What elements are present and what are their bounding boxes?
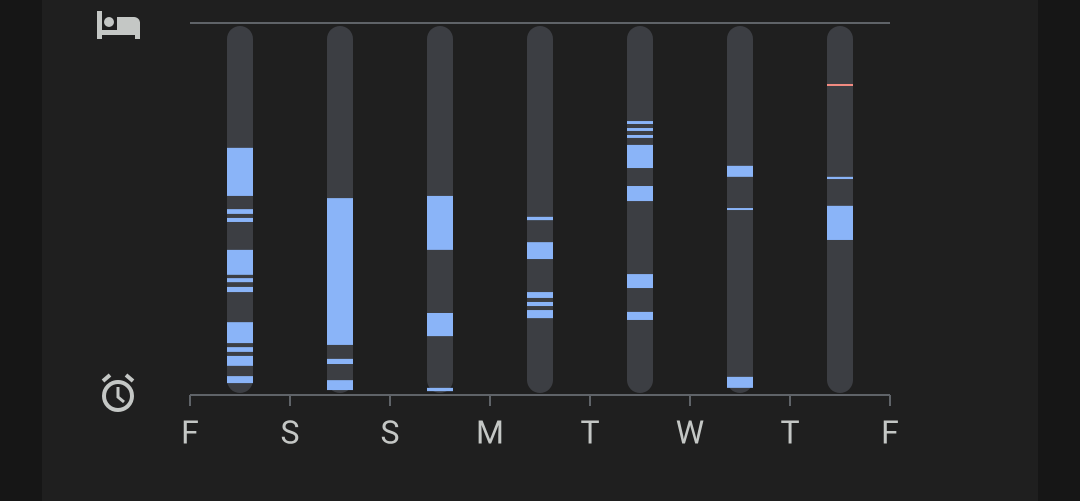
- awake-segment: [427, 312, 453, 337]
- awake-segment: [527, 216, 553, 221]
- awake-segment: [727, 165, 753, 177]
- awake-segment: [827, 205, 853, 240]
- awake-segment: [627, 274, 653, 289]
- x-tick-label: F: [881, 413, 899, 451]
- x-tick-label: S: [281, 413, 300, 451]
- awake-segment: [627, 134, 653, 138]
- awake-segment: [627, 311, 653, 320]
- awake-segment: [327, 358, 353, 365]
- awake-segment: [627, 186, 653, 202]
- awake-segment: [627, 144, 653, 169]
- awake-segment: [227, 249, 253, 275]
- awake-segment: [227, 278, 253, 283]
- awake-segment: [627, 128, 653, 131]
- awake-segment: [227, 217, 253, 222]
- awake-segment: [527, 301, 553, 307]
- awake-segment: [327, 198, 353, 345]
- awake-segment: [427, 387, 453, 392]
- awake-segment: [427, 195, 453, 250]
- x-tick-label: F: [181, 413, 199, 451]
- awake-segment: [527, 292, 553, 298]
- awake-segment: [727, 208, 753, 211]
- night-track: [527, 26, 553, 393]
- awake-segment: [327, 380, 353, 391]
- awake-segment: [227, 147, 253, 196]
- awake-segment: [227, 209, 253, 214]
- alarm-icon: [101, 373, 135, 412]
- awake-segment: [227, 286, 253, 293]
- bed-icon: [97, 11, 140, 39]
- awake-segment: [527, 310, 553, 319]
- awake-segment: [527, 242, 553, 260]
- x-tick-label: T: [780, 413, 799, 451]
- x-tick-label: M: [476, 413, 504, 451]
- x-tick-label: T: [580, 413, 599, 451]
- awake-segment: [627, 121, 653, 124]
- awake-segment: [227, 347, 253, 352]
- x-tick-label: W: [676, 413, 704, 451]
- alert-segment: [827, 83, 853, 86]
- awake-segment: [227, 355, 253, 366]
- awake-segment: [827, 176, 853, 180]
- awake-segment: [227, 376, 253, 384]
- awake-segment: [227, 322, 253, 344]
- night-track: [627, 26, 653, 393]
- x-tick-label: S: [381, 413, 400, 451]
- awake-segment: [727, 376, 753, 388]
